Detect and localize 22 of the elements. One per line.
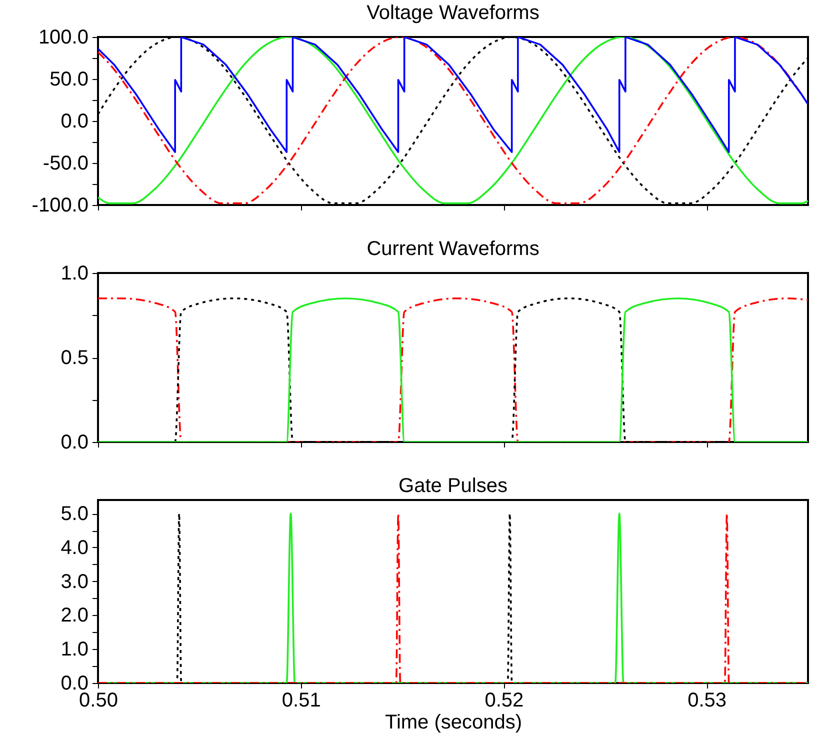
y-tick-label: 50.0 — [50, 68, 88, 90]
y-tick-label: 0.0 — [60, 432, 88, 454]
x-tick-label: 0.51 — [282, 690, 321, 712]
line-series — [98, 37, 808, 153]
y-tick-label: 3.0 — [60, 570, 88, 593]
y-tick-label: -50.0 — [42, 152, 88, 174]
y-tick-label: 1.0 — [60, 638, 88, 661]
y-tick-label: 2.0 — [60, 604, 88, 627]
chart-title: Current Waveforms — [366, 238, 540, 260]
x-axis-title: Time (seconds) — [384, 712, 522, 734]
x-tick-label: 0.53 — [688, 690, 727, 712]
x-tick-label: 0.52 — [484, 690, 524, 712]
y-tick-label: -100.0 — [32, 194, 88, 216]
x-tick-label: 0.50 — [79, 690, 118, 712]
chart-title: Voltage Waveforms — [366, 2, 540, 24]
y-tick-label: 0.5 — [60, 347, 88, 369]
y-tick-label: 0.0 — [60, 110, 88, 132]
y-tick-label: 100.0 — [38, 26, 88, 48]
y-tick-label: 4.0 — [60, 536, 88, 559]
y-tick-label: 1.0 — [60, 262, 88, 284]
y-tick-label: 5.0 — [60, 503, 88, 526]
chart-title: Gate Pulses — [398, 475, 508, 497]
